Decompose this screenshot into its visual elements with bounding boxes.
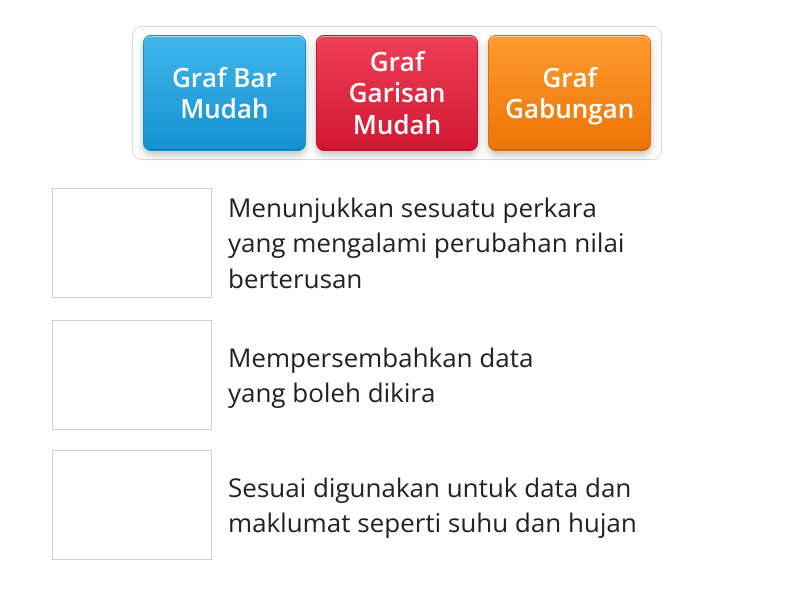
match-description: Mempersembahkan data yang boleh dikira: [228, 340, 558, 410]
chip-graf-gabungan[interactable]: Graf Gabungan: [488, 35, 651, 151]
match-description: Menunjukkan sesuatu perkara yang mengala…: [228, 190, 628, 295]
drop-target[interactable]: [52, 450, 212, 560]
match-row: Sesuai digunakan untuk data dan maklumat…: [52, 450, 748, 560]
match-description: Sesuai digunakan untuk data dan maklumat…: [228, 470, 748, 540]
drop-target[interactable]: [52, 320, 212, 430]
chips-container: Graf Bar Mudah Graf Garisan Mudah Graf G…: [132, 26, 662, 160]
chip-label: Graf Garisan Mudah: [325, 46, 470, 140]
drop-target[interactable]: [52, 188, 212, 298]
chip-label: Graf Bar Mudah: [152, 62, 297, 124]
match-row: Mempersembahkan data yang boleh dikira: [52, 320, 558, 430]
chip-graf-garisan-mudah[interactable]: Graf Garisan Mudah: [316, 35, 479, 151]
chip-graf-bar-mudah[interactable]: Graf Bar Mudah: [143, 35, 306, 151]
chip-label: Graf Gabungan: [497, 62, 642, 124]
match-row: Menunjukkan sesuatu perkara yang mengala…: [52, 188, 628, 298]
